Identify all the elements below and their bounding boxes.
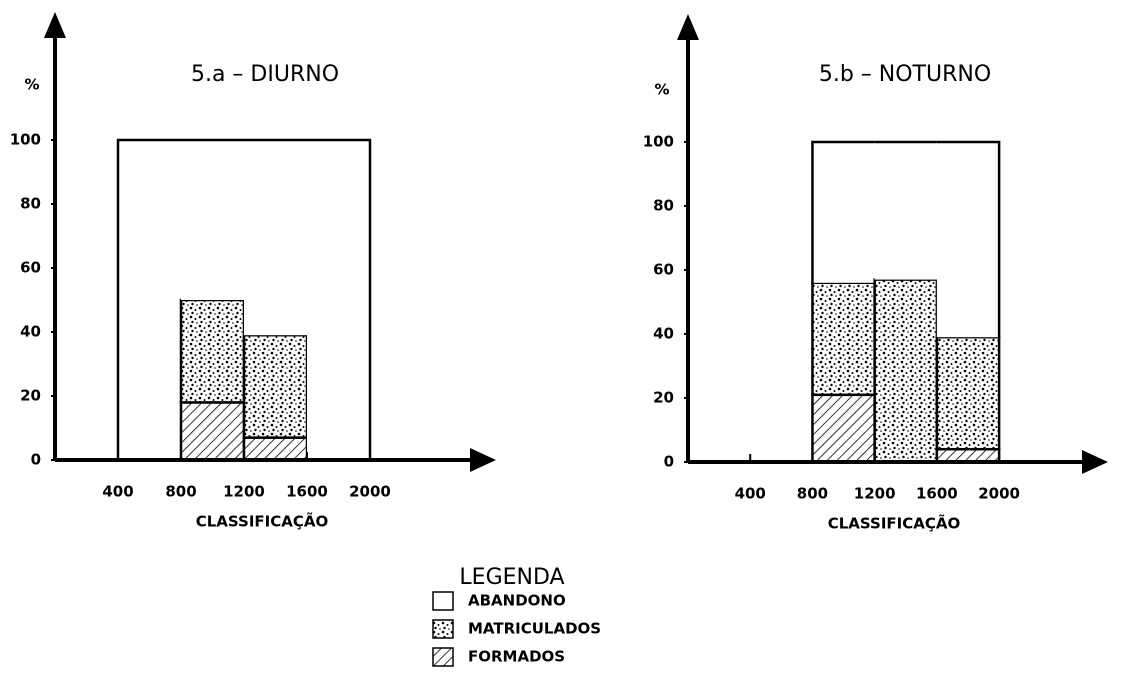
x-tick-label: 800 [797, 485, 828, 503]
bar-outline [936, 140, 1001, 338]
bar-segment [242, 333, 309, 439]
bar-fill [307, 140, 370, 460]
bar-fill [936, 142, 1000, 338]
x-axis-label: CLASSIFICAÇÃO [828, 514, 961, 533]
x-arrow [1082, 450, 1108, 474]
x-arrow [470, 448, 496, 472]
x-tick-label: 2000 [349, 483, 391, 501]
y-tick-label: 0 [664, 453, 674, 471]
bar-segment [811, 281, 876, 397]
legend-label: FORMADOS [468, 648, 565, 666]
legend-title: LEGENDA [459, 565, 564, 590]
x-tick-label: 1600 [286, 483, 328, 501]
bar-outline [811, 140, 875, 283]
legend-swatch [432, 619, 454, 639]
y-axis-label: % [24, 76, 39, 94]
x-tick-label: 400 [102, 483, 133, 501]
y-tick-label: 80 [653, 197, 674, 215]
legend-label: MATRICULADOS [468, 620, 601, 638]
bar-fill [812, 142, 875, 283]
y-tick-label: 60 [653, 261, 674, 279]
y-tick-label: 80 [20, 195, 41, 213]
bar-outline [116, 138, 181, 460]
y-tick-label: 20 [20, 387, 41, 405]
legend-swatch [432, 647, 454, 667]
bar-segment [935, 335, 1001, 451]
bar-segment [179, 401, 246, 462]
x-tick-label: 800 [165, 483, 196, 501]
y-tick-label: 40 [20, 323, 41, 341]
x-tick-label: 1200 [223, 483, 265, 501]
legend-swatch [432, 591, 454, 611]
y-arrow [677, 14, 699, 40]
bar-segment [179, 298, 246, 404]
chart-title: 5.a – DIURNO [191, 62, 339, 87]
y-arrow [44, 12, 66, 38]
x-tick-label: 1600 [916, 485, 958, 503]
x-tick-label: 1200 [854, 485, 896, 503]
x-axis-label: CLASSIFICAÇÃO [196, 512, 329, 531]
bar-outline [307, 138, 372, 460]
bar-segment [873, 278, 939, 464]
x-tick-label: 400 [735, 485, 766, 503]
bar-fill [181, 140, 244, 300]
legend-label: ABANDONO [468, 592, 566, 610]
bar-fill [874, 142, 937, 280]
y-axis-label: % [654, 81, 669, 99]
y-tick-label: 100 [10, 131, 41, 149]
bar-fill [118, 140, 181, 460]
y-tick-label: 60 [20, 259, 41, 277]
chart-title: 5.b – NOTURNO [819, 62, 991, 87]
bar-segment [242, 436, 309, 462]
bar-segment [811, 393, 876, 464]
y-tick-label: 40 [653, 325, 674, 343]
y-tick-label: 100 [643, 133, 674, 151]
bar-fill [244, 140, 307, 336]
y-tick-label: 0 [31, 451, 41, 469]
y-tick-label: 20 [653, 389, 674, 407]
x-tick-label: 2000 [978, 485, 1020, 503]
